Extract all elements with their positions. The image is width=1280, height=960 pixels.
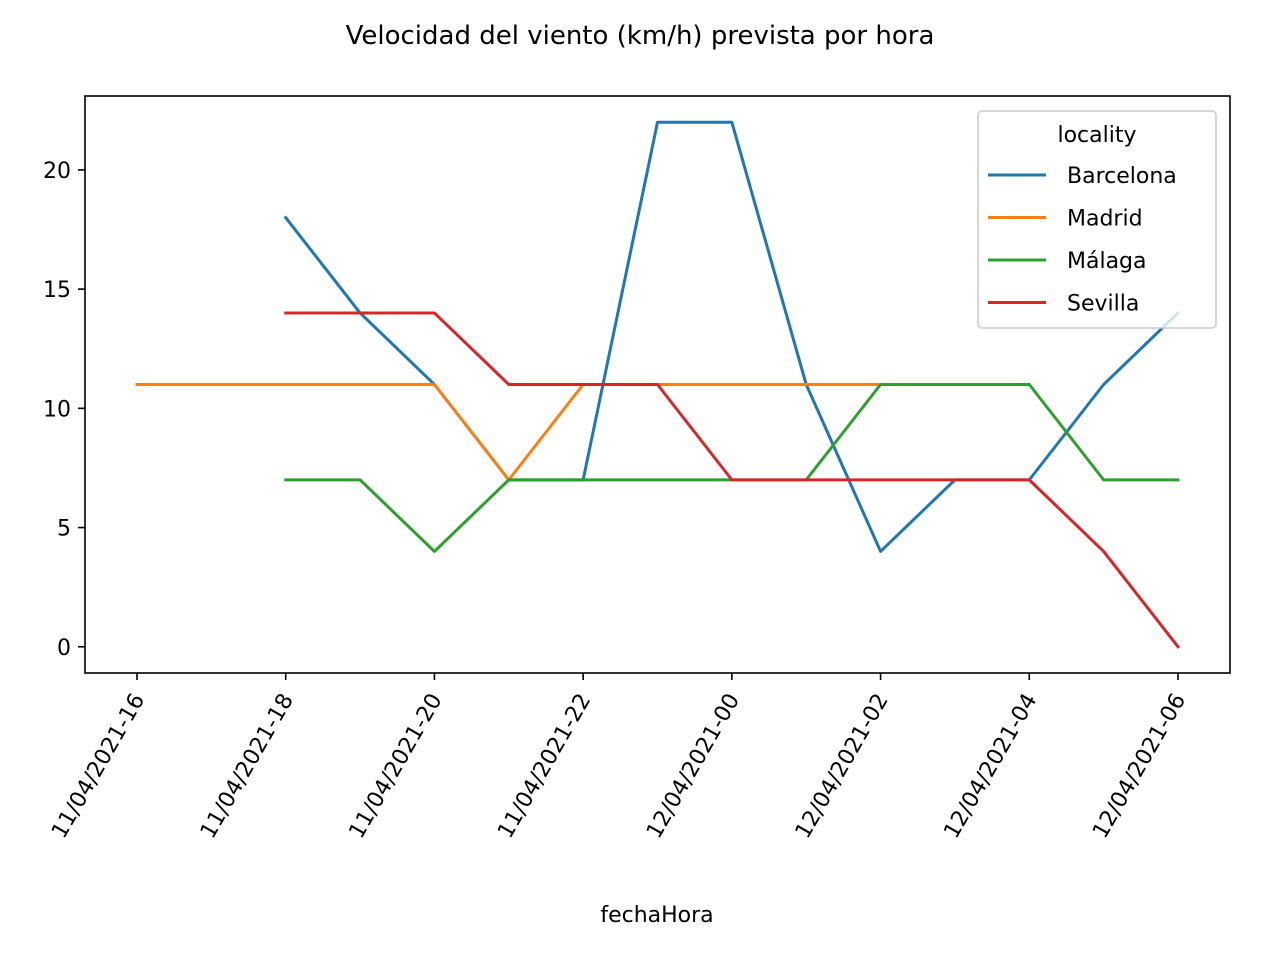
x-tick-label: 11/04/2021-22: [493, 690, 596, 843]
x-tick-label: 12/04/2021-00: [642, 690, 745, 843]
x-tick-label: 11/04/2021-20: [345, 690, 448, 843]
x-tick-label: 12/04/2021-02: [791, 690, 894, 843]
y-tick-label: 5: [57, 517, 71, 542]
legend-label-barcelona: Barcelona: [1067, 164, 1177, 189]
series-line-sevilla: [284, 311, 1181, 649]
y-tick-label: 10: [43, 397, 71, 422]
plot-frame: [84, 95, 1231, 674]
series-line-madrid: [135, 383, 1031, 482]
x-axis: 11/04/2021-16 11/04/2021-18 11/04/2021-20 1…: [47, 673, 1191, 843]
legend-label-málaga: Málaga: [1067, 249, 1147, 274]
y-axis: 0 5 10 15 20: [43, 159, 85, 661]
legend: locality Barcelona Madrid Málaga Sevilla: [977, 110, 1217, 329]
y-tick-label: 0: [57, 636, 71, 661]
y-tick-label: 20: [43, 159, 71, 184]
plot-lines: [135, 120, 1181, 649]
x-tick-label: 12/04/2021-04: [939, 690, 1042, 843]
series-line-málaga: [284, 383, 1180, 553]
legend-title: locality: [1057, 123, 1136, 148]
x-tick-label: 11/04/2021-18: [196, 690, 299, 843]
legend-label-madrid: Madrid: [1067, 207, 1143, 232]
legend-label-sevilla: Sevilla: [1067, 292, 1139, 317]
x-tick-label: 11/04/2021-16: [47, 690, 150, 843]
x-tick-label: 12/04/2021-06: [1088, 690, 1191, 843]
chart-title: Velocidad del viento (km/h) prevista por…: [346, 21, 935, 51]
x-axis-title: fechaHora: [600, 903, 713, 928]
legend-frame: [977, 110, 1217, 329]
y-tick-label: 15: [43, 278, 71, 303]
